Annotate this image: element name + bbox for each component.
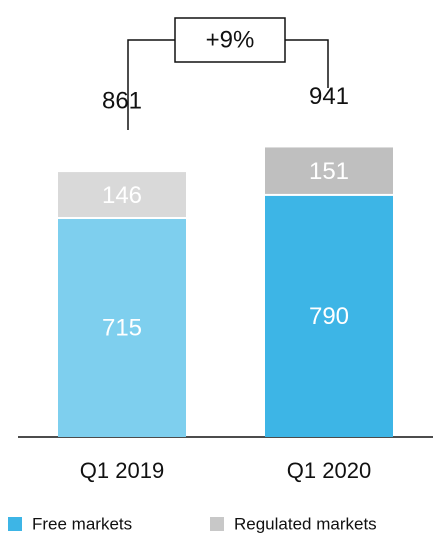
value-label: 146 — [102, 182, 142, 209]
x-tick-label: Q1 2019 — [80, 458, 164, 483]
legend-swatch — [210, 517, 224, 531]
bar-segment — [58, 172, 186, 217]
bar-segment — [58, 218, 186, 437]
annotation-box — [174, 17, 286, 63]
bracket-right — [285, 39, 329, 88]
value-label: 151 — [309, 158, 349, 185]
annotation: +9% — [206, 26, 255, 53]
legend-label: Free markets — [32, 514, 132, 533]
bracket-left — [127, 39, 175, 130]
legend-swatch — [8, 517, 22, 531]
bar-segment — [265, 195, 393, 437]
legend-label: Regulated markets — [234, 514, 377, 533]
value-label: 790 — [309, 303, 349, 330]
total-label: 861 — [102, 87, 142, 114]
x-tick-label: Q1 2020 — [287, 458, 371, 483]
bar-segment — [265, 147, 393, 194]
total-label: 941 — [309, 83, 349, 110]
value-label: 715 — [102, 314, 142, 341]
